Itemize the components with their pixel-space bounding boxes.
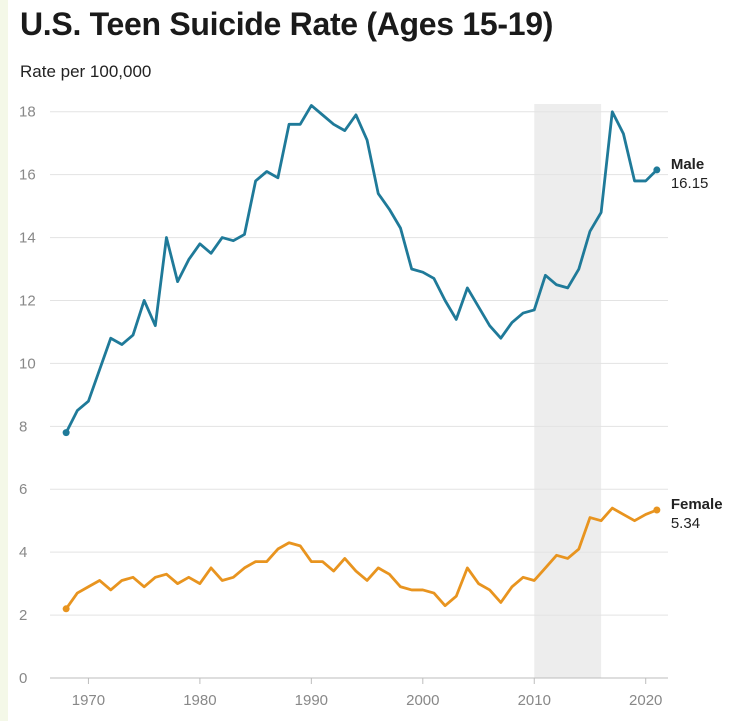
- chart-title: U.S. Teen Suicide Rate (Ages 15-19): [20, 6, 554, 42]
- x-tick-label: 2000: [406, 692, 439, 709]
- chart-card: U.S. Teen Suicide Rate (Ages 15-19) Rate…: [8, 0, 751, 721]
- y-tick-label: 2: [19, 607, 27, 624]
- highlight-band: [534, 104, 602, 678]
- male-end-value-label: 16.15: [671, 175, 709, 192]
- female-end-point: [653, 506, 661, 514]
- y-tick-label: 4: [19, 544, 27, 561]
- male-start-point: [62, 429, 70, 437]
- female-series-label: Female: [671, 496, 723, 513]
- y-tick-label: 8: [19, 418, 27, 435]
- male-series-label: Male: [671, 156, 704, 173]
- y-tick-label: 14: [19, 230, 36, 247]
- y-tick-label: 18: [19, 104, 36, 121]
- x-tick-label: 2020: [629, 692, 662, 709]
- y-tick-label: 12: [19, 292, 36, 309]
- y-tick-label: 16: [19, 167, 36, 184]
- chart-subtitle: Rate per 100,000: [20, 62, 152, 81]
- male-end-point: [653, 166, 661, 174]
- y-tick-label: 6: [19, 481, 27, 498]
- x-tick-label: 1970: [72, 692, 105, 709]
- female-start-point: [62, 605, 70, 613]
- female-series-line: [64, 506, 659, 611]
- y-tick-label: 0: [19, 670, 27, 687]
- female-end-value-label: 5.34: [671, 515, 700, 532]
- male-series-line: [64, 104, 659, 435]
- y-tick-label: 10: [19, 355, 36, 372]
- x-tick-label: 2010: [518, 692, 551, 709]
- x-tick-label: 1990: [295, 692, 328, 709]
- x-tick-label: 1980: [183, 692, 216, 709]
